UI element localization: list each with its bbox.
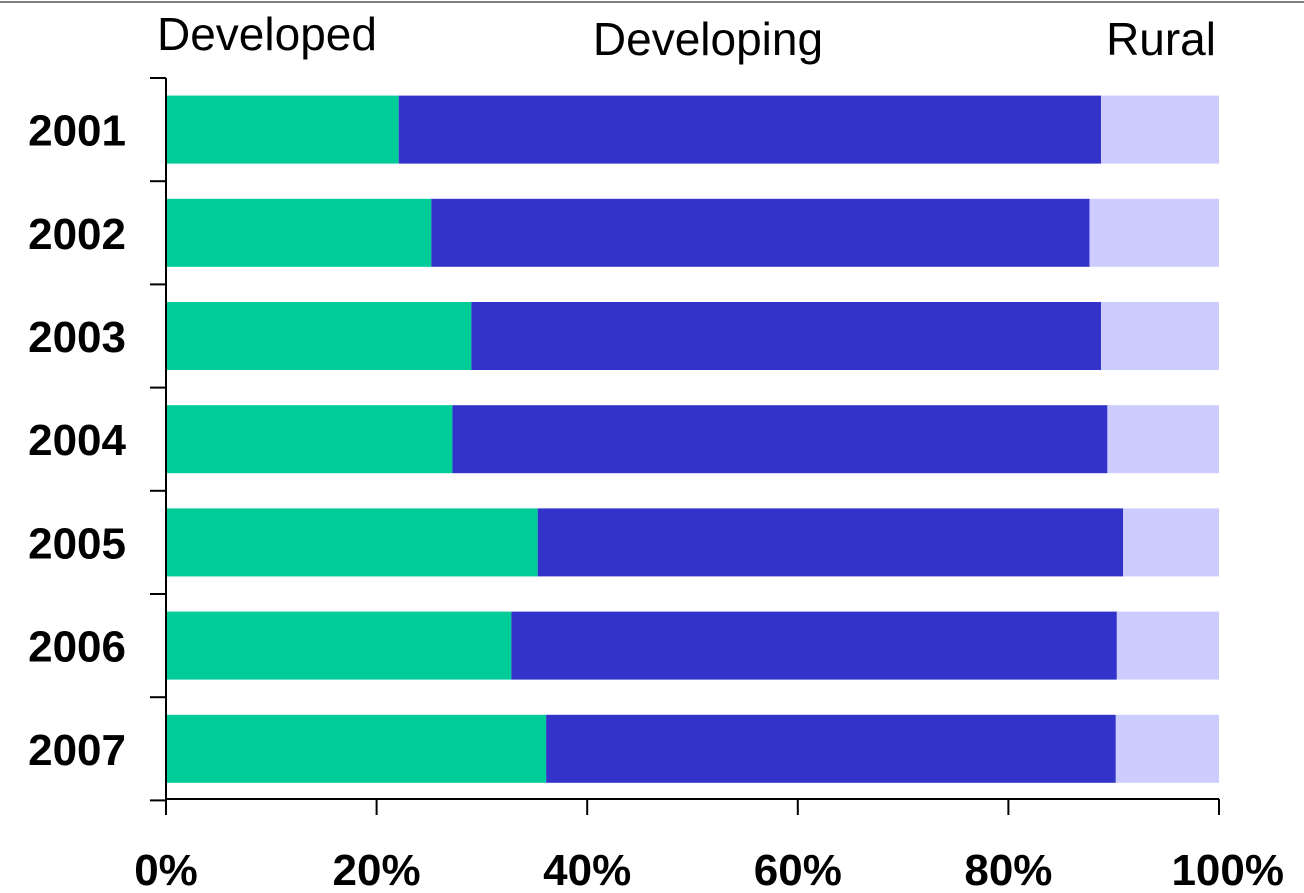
- x-tick-label: 80%: [964, 846, 1052, 893]
- bar-2001-rural: [1101, 95, 1219, 164]
- bar-2001-developing: [398, 95, 1102, 164]
- legend-label-developing: Developing: [593, 13, 823, 65]
- axes: [150, 77, 1220, 815]
- category-label-2001: 2001: [28, 107, 126, 156]
- x-tick-label: 0%: [134, 846, 198, 893]
- category-label-2006: 2006: [28, 623, 126, 672]
- bar-2005-rural: [1123, 508, 1219, 577]
- legend: Developed Developing Rural: [157, 8, 1216, 65]
- bar-2003-developing: [471, 302, 1102, 370]
- x-tick-label: 100%: [1171, 846, 1284, 893]
- bar-2006-developed: [166, 611, 512, 680]
- category-label-2004: 2004: [28, 416, 126, 465]
- bar-2005-developed: [166, 508, 538, 577]
- bar-2007-rural: [1115, 714, 1219, 783]
- category-label-2003: 2003: [28, 313, 126, 362]
- bar-2005-developing: [537, 508, 1124, 577]
- legend-label-rural: Rural: [1106, 13, 1216, 65]
- bar-2006-rural: [1116, 611, 1219, 680]
- bar-2001-developed: [166, 95, 399, 164]
- category-label-2005: 2005: [28, 519, 126, 568]
- x-tick-label: 40%: [543, 846, 631, 893]
- bar-2007-developed: [166, 714, 547, 783]
- category-label-2007: 2007: [28, 726, 126, 775]
- category-label-2002: 2002: [28, 210, 126, 259]
- bar-2002-developed: [166, 198, 432, 267]
- bar-2004-developed: [166, 405, 453, 474]
- bar-2003-rural: [1101, 302, 1219, 370]
- bar-2002-developing: [431, 198, 1090, 267]
- bar-2003-developed: [166, 302, 472, 370]
- x-tick-label: 20%: [333, 846, 421, 893]
- bar-2002-rural: [1089, 198, 1219, 267]
- bar-2006-developing: [511, 611, 1117, 680]
- bars: [166, 95, 1219, 783]
- bar-2007-developing: [546, 714, 1116, 783]
- x-tick-label: 60%: [754, 846, 842, 893]
- category-labels: 2001 2002 2003 2004 2005 2006 2007: [28, 107, 126, 775]
- x-tick-labels: 0% 20% 40% 60% 80% 100%: [134, 846, 1284, 893]
- bar-2004-rural: [1107, 405, 1219, 474]
- legend-label-developed: Developed: [157, 8, 377, 60]
- bar-2004-developing: [452, 405, 1108, 474]
